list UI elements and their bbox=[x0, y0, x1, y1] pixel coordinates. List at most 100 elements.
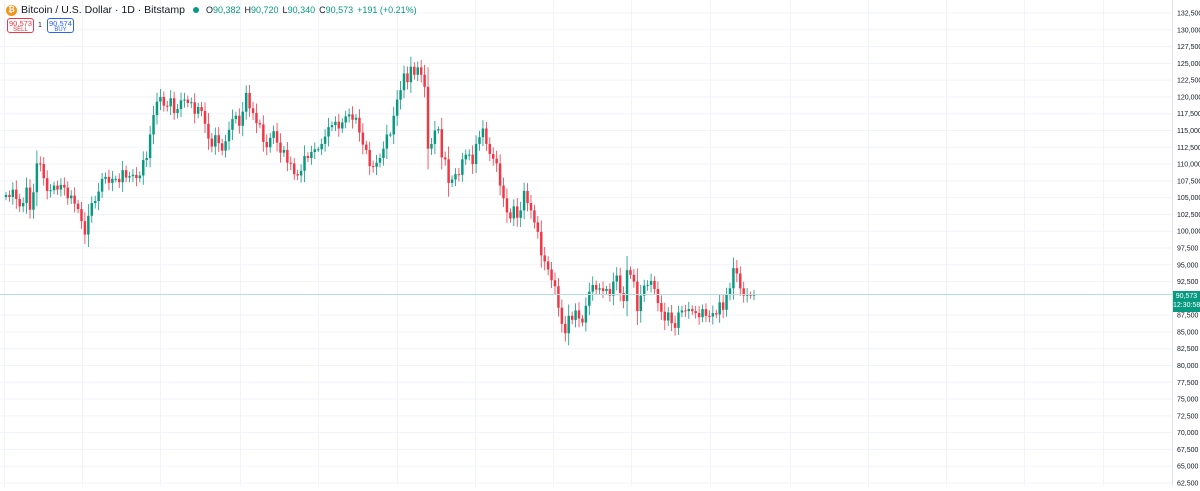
candle-body bbox=[447, 159, 450, 183]
candle bbox=[121, 160, 124, 193]
candle bbox=[193, 93, 196, 124]
candle bbox=[138, 171, 142, 183]
candle bbox=[419, 60, 423, 83]
ohlc-high: H90,720 bbox=[244, 5, 279, 15]
candle bbox=[282, 146, 286, 157]
candle-body bbox=[131, 174, 135, 177]
candle-body bbox=[21, 203, 25, 207]
candle bbox=[680, 305, 684, 318]
candle bbox=[450, 175, 454, 188]
candle-body bbox=[697, 313, 701, 318]
candle bbox=[406, 66, 409, 90]
candle bbox=[533, 204, 536, 229]
price-tick-label: 110,000 bbox=[1177, 162, 1200, 169]
price-tick-label: 82,500 bbox=[1177, 346, 1199, 353]
candle bbox=[577, 302, 581, 328]
candle bbox=[488, 137, 492, 162]
candle bbox=[368, 141, 371, 175]
candle-body bbox=[389, 134, 392, 136]
candle-body bbox=[59, 184, 63, 190]
candle-body bbox=[224, 141, 227, 151]
candle-body bbox=[574, 310, 577, 320]
candle bbox=[227, 121, 231, 151]
candle-body bbox=[423, 74, 426, 87]
candle bbox=[546, 256, 550, 276]
candle bbox=[728, 282, 732, 301]
sell-button[interactable]: 90,573 SELL bbox=[7, 18, 34, 33]
candle-body bbox=[87, 215, 90, 235]
candle-body bbox=[39, 163, 42, 165]
price-tick-label: 80,000 bbox=[1177, 363, 1199, 370]
candle-body bbox=[660, 303, 663, 312]
candle-body bbox=[152, 115, 155, 135]
bar-countdown: 12:30:58 bbox=[1173, 302, 1200, 309]
candle-body bbox=[69, 195, 73, 199]
candle bbox=[402, 65, 406, 99]
candle bbox=[220, 138, 224, 156]
candle-body bbox=[159, 96, 162, 102]
candle bbox=[491, 147, 495, 166]
candle bbox=[117, 173, 121, 189]
candle-body bbox=[100, 178, 104, 192]
candle bbox=[732, 257, 735, 300]
price-axis[interactable]: 132,500 130,000 127,500 125,000 122,500 120,0… bbox=[1177, 11, 1200, 488]
candle bbox=[238, 108, 241, 134]
candle-body bbox=[358, 117, 361, 133]
ohlc-low: L90,340 bbox=[282, 5, 316, 15]
candle-body bbox=[97, 191, 100, 201]
candle bbox=[21, 197, 25, 213]
candle-body bbox=[543, 255, 546, 262]
candle-body bbox=[680, 310, 684, 313]
candle-body bbox=[581, 318, 584, 323]
candle bbox=[639, 284, 643, 323]
candle bbox=[392, 106, 395, 144]
ohlc-open: O90,382 bbox=[205, 5, 241, 15]
price-tick-label: 72,500 bbox=[1177, 413, 1199, 420]
candle bbox=[87, 204, 90, 248]
candle-body bbox=[114, 178, 118, 180]
candle bbox=[588, 282, 591, 316]
candle bbox=[4, 191, 8, 201]
bitcoin-icon: ₿ bbox=[6, 4, 17, 16]
candle bbox=[660, 295, 663, 320]
candle bbox=[166, 100, 169, 112]
candle-body bbox=[183, 99, 186, 101]
candle bbox=[255, 103, 258, 134]
candle bbox=[330, 121, 334, 132]
candle-body bbox=[52, 185, 56, 191]
candle bbox=[317, 146, 320, 152]
candle-body bbox=[8, 194, 11, 197]
price-tick-label: 115,000 bbox=[1177, 128, 1200, 135]
candle bbox=[186, 95, 190, 108]
candle-body bbox=[718, 302, 721, 315]
candle-body bbox=[443, 157, 447, 160]
candle-body bbox=[217, 135, 220, 144]
candle-body bbox=[533, 210, 536, 223]
buy-button[interactable]: 90,574 BUY bbox=[47, 18, 74, 33]
candle bbox=[258, 119, 262, 129]
candle bbox=[214, 127, 217, 155]
candle-body bbox=[467, 154, 471, 156]
candle-body bbox=[179, 100, 183, 110]
candle bbox=[52, 181, 56, 195]
candle-body bbox=[227, 129, 231, 142]
candle bbox=[241, 101, 244, 137]
candle-body bbox=[176, 109, 179, 114]
candle bbox=[550, 262, 553, 289]
candle bbox=[697, 306, 701, 325]
price-tick-label: 122,500 bbox=[1177, 78, 1200, 85]
candle bbox=[337, 113, 341, 137]
candle-body bbox=[399, 90, 402, 100]
candle bbox=[80, 201, 83, 229]
candle-body bbox=[107, 176, 111, 183]
candle bbox=[670, 305, 673, 332]
candle bbox=[152, 106, 155, 145]
candle bbox=[694, 305, 697, 319]
candle bbox=[272, 125, 275, 144]
candle bbox=[594, 280, 598, 295]
candle-body bbox=[155, 101, 159, 116]
price-tick-label: 102,500 bbox=[1177, 212, 1200, 219]
symbol-title[interactable]: Bitcoin / U.S. Dollar · 1D · Bitstamp bbox=[21, 4, 185, 16]
